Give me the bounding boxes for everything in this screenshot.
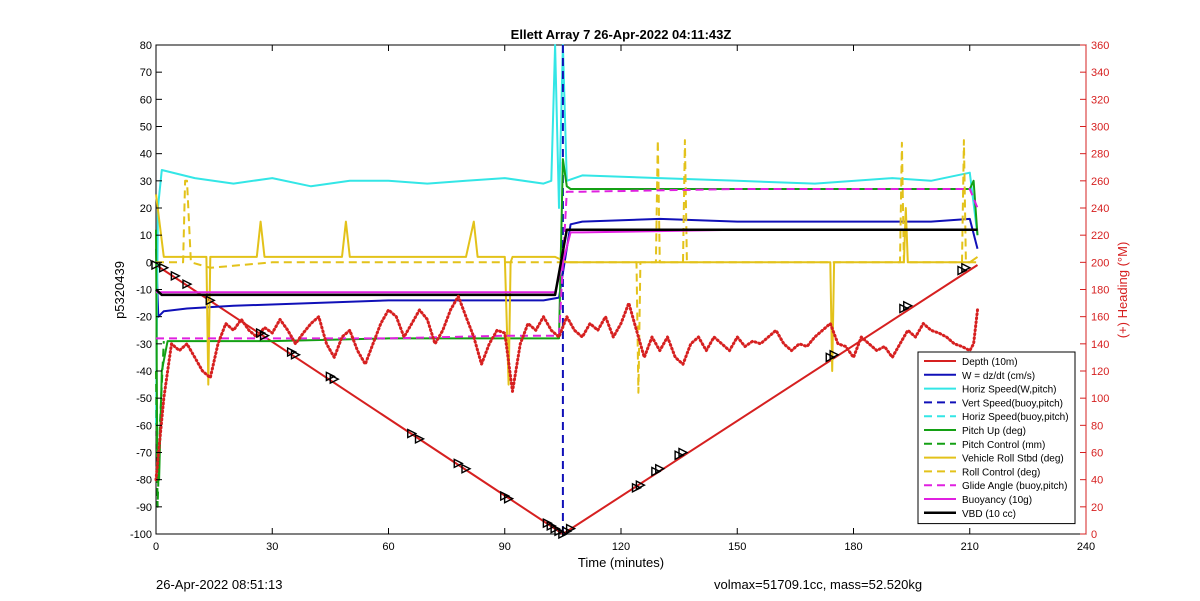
y2-tick-label: 280 <box>1091 149 1109 161</box>
y-tick-label: -10 <box>136 285 152 297</box>
depth-marker <box>170 270 181 282</box>
y2-tick-label: 180 <box>1091 285 1109 297</box>
legend-label: Horiz Speed(buoy,pitch) <box>962 412 1069 423</box>
y-tick-label: 10 <box>140 230 152 242</box>
y-tick-label: -90 <box>136 502 152 514</box>
series-pitch-control-mm <box>155 341 165 508</box>
y2-tick-label: 360 <box>1091 40 1109 52</box>
depth-marker <box>290 349 302 360</box>
y2-tick-label: 260 <box>1091 176 1109 188</box>
y2-tick-label: 80 <box>1091 420 1103 432</box>
y2-tick-label: 320 <box>1091 94 1109 106</box>
depth-marker <box>565 523 577 534</box>
y2-tick-label: 300 <box>1091 122 1109 134</box>
series-vbd-10-cc <box>155 228 978 297</box>
legend-label: Buoyancy (10g) <box>962 495 1032 506</box>
x-tick-label: 60 <box>382 541 394 553</box>
depth-marker <box>461 463 472 474</box>
depth-marker <box>453 458 464 469</box>
x-tick-label: 210 <box>961 541 979 553</box>
y2-tick-label: 340 <box>1091 67 1109 79</box>
y2-tick-label: 140 <box>1091 339 1109 351</box>
y-tick-label: -30 <box>136 339 152 351</box>
legend-box <box>917 351 1076 525</box>
legend-label: Pitch Control (mm) <box>962 440 1045 451</box>
y2-tick-label: 240 <box>1091 203 1109 215</box>
series-vehicle-roll-stbd-deg <box>155 194 979 386</box>
legend-label: Pitch Up (deg) <box>962 426 1026 437</box>
y2-tick-label: 0 <box>1091 529 1097 541</box>
x-tick-label: 30 <box>266 541 278 553</box>
series-heading <box>154 294 979 482</box>
y2-tick-label: 40 <box>1091 475 1103 487</box>
legend-label: Vehicle Roll Stbd (deg) <box>962 454 1064 465</box>
y-tick-label: 60 <box>140 94 152 106</box>
legend-label: Glide Angle (buoy,pitch) <box>962 481 1067 492</box>
depth-marker <box>655 463 666 474</box>
y-tick-label: -20 <box>136 312 152 324</box>
y2-tick-label: 100 <box>1091 393 1109 405</box>
legend-label: Depth (10m) <box>962 357 1018 368</box>
depth-marker <box>159 262 170 273</box>
series-roll-control-deg <box>156 139 978 394</box>
y-tick-label: 0 <box>146 257 152 269</box>
footer-volmax-mass: volmax=51709.1cc, mass=52.520kg <box>714 577 923 592</box>
legend-label: Horiz Speed(W,pitch) <box>962 385 1056 396</box>
x-axis-label: Time (minutes) <box>578 555 664 570</box>
depth-markers <box>151 259 972 540</box>
depth-marker <box>329 374 340 385</box>
y-tick-label: -50 <box>136 393 152 405</box>
depth-marker <box>903 300 914 311</box>
y-tick-label: 80 <box>140 40 152 52</box>
series-horiz-speed-w-pitch <box>155 44 979 426</box>
y-tick-label: 20 <box>140 203 152 215</box>
x-tick-label: 120 <box>612 541 630 553</box>
legend-label: VBD (10 cc) <box>962 509 1016 520</box>
footer-timestamp: 26-Apr-2022 08:51:13 <box>156 577 283 592</box>
y-tick-label: 40 <box>140 149 152 161</box>
x-tick-label: 180 <box>844 541 862 553</box>
depth-marker <box>635 479 646 491</box>
depth-marker <box>678 447 689 458</box>
y2-axis-label: (+) Heading (°M) <box>1115 242 1130 339</box>
y-tick-label: 50 <box>140 122 152 134</box>
y-tick-label: -100 <box>130 529 152 541</box>
depth-marker <box>259 330 271 341</box>
depth-marker <box>205 295 216 306</box>
axes-layer: 0 30 60 90 120 150 180 210 24080706050403020100-… <box>130 40 1109 553</box>
y-axis-label: p5320439 <box>112 261 127 319</box>
y-tick-label: -60 <box>136 420 152 432</box>
legend-label: Roll Control (deg) <box>962 467 1040 478</box>
legend: Depth (10m) W = dz/dt (cm/s) Horiz Speed(W… <box>917 351 1076 525</box>
depth-marker <box>151 259 162 271</box>
y-tick-label: -80 <box>136 475 152 487</box>
x-tick-label: 90 <box>499 541 511 553</box>
depth-marker <box>414 433 426 445</box>
y2-tick-label: 200 <box>1091 257 1109 269</box>
y-tick-label: -70 <box>136 448 152 460</box>
y-tick-label: 70 <box>140 67 152 79</box>
x-tick-label: 240 <box>1077 541 1095 553</box>
x-tick-label: 0 <box>153 541 159 553</box>
depth-marker <box>829 349 840 360</box>
x-tick-label: 150 <box>728 541 746 553</box>
y-tick-label: -40 <box>136 366 152 378</box>
y2-tick-label: 160 <box>1091 312 1109 324</box>
depth-marker <box>961 262 972 273</box>
legend-label: Vert Speed(buoy,pitch) <box>962 398 1063 409</box>
y-tick-label: 30 <box>140 176 152 188</box>
legend-label: W = dz/dt (cm/s) <box>962 371 1035 382</box>
chart-title: Ellett Array 7 26-Apr-2022 04:11:43Z <box>511 27 732 42</box>
depth-marker <box>182 278 193 290</box>
depth-marker <box>407 428 418 439</box>
y2-tick-label: 120 <box>1091 366 1109 378</box>
y2-tick-label: 60 <box>1091 448 1103 460</box>
depth-marker <box>503 493 515 504</box>
y2-tick-label: 220 <box>1091 230 1109 242</box>
y2-tick-label: 20 <box>1091 502 1103 514</box>
